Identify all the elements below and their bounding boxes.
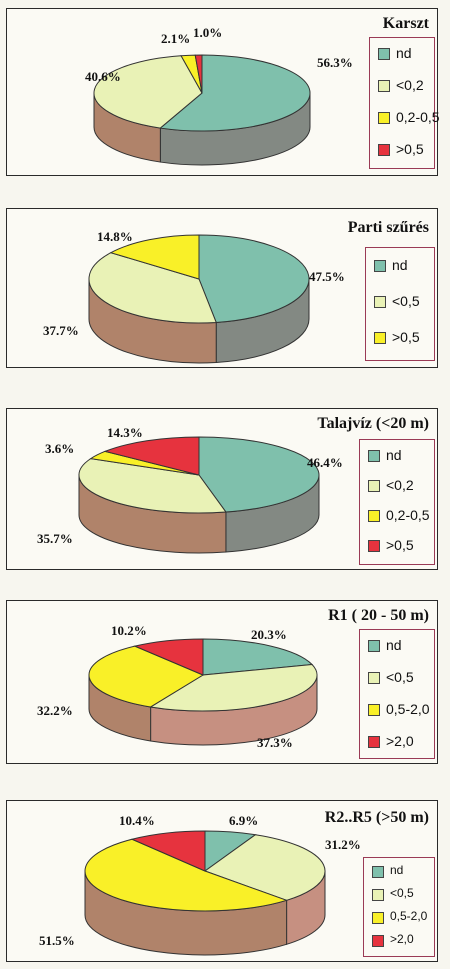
legend-label: 0,2-0,5 [386,507,430,523]
pie-data-label: 47.5% [309,269,345,284]
legend-label: <0,2 [386,477,414,493]
pie-slice-2 [84,838,289,912]
pie-data-label: 56.3% [317,55,353,70]
pie-slice-1 [93,55,203,129]
legend-swatch-low [368,480,380,492]
pie-slice-0 [159,54,311,132]
chart-legend: nd <0,5 0,5-2,0 >2,0 [363,857,435,957]
legend-label: nd [390,863,404,877]
legend-label: nd [392,257,408,273]
chart-title: Karszt [382,15,429,32]
legend-swatch-mid [372,912,384,924]
pie-data-label: 35.7% [37,531,73,546]
pie-data-label: 14.8% [97,229,133,244]
legend-label: nd [396,45,412,61]
pie-chart-karszt: 56.3% 40.6% 2.1% 1.0% [85,25,353,166]
legend-label: <0,5 [390,886,414,900]
pie-data-label: 46.4% [307,455,343,470]
pie-data-label: 37.7% [43,323,79,338]
legend-swatch-high [372,935,384,947]
pie-slice-3 [194,54,203,94]
pie-chart-r2-r5: 6.9% 31.2% 51.5% 10.4% [39,813,361,956]
legend-swatch-nd [378,48,390,60]
legend-label: >0,5 [386,537,414,553]
chart-panel-parti-szures: 47.5% 37.7% 14.8% Parti szűrés nd <0,5 >0,… [6,208,438,368]
legend-label: nd [386,637,402,653]
pie-data-label: 32.2% [37,703,73,718]
pie-data-label: 2.1% [161,31,190,46]
legend-label: >2,0 [390,932,414,946]
pie-data-label: 10.2% [111,623,147,638]
pie-data-label: 31.2% [325,837,361,852]
pie-chart-talajviz: 46.4% 35.7% 3.6% 14.3% [37,425,343,554]
chart-panel-r1: 20.3% 37.3% 32.2% 10.2% R1 ( 20 - 50 m) nd … [6,600,438,764]
pie-chart-r1: 20.3% 37.3% 32.2% 10.2% [37,623,318,750]
legend-label: 0,2-0,5 [396,109,440,125]
pie-data-label: 37.3% [257,735,293,750]
legend-swatch-nd [368,450,380,462]
pie-slice-3 [133,638,204,676]
pie-data-label: 14.3% [107,425,143,440]
pie-data-label: 51.5% [39,933,75,948]
pie-slice-1 [149,664,318,712]
pie-slice-3 [103,436,200,476]
chart-legend: nd <0,5 >0,5 [365,247,435,361]
legend-label: 0,5-2,0 [390,909,428,923]
pie-slice-0 [202,638,314,676]
legend-swatch-low [368,672,380,684]
pie-data-label: 3.6% [45,441,74,456]
chart-legend: nd <0,5 0,5-2,0 >2,0 [359,629,435,759]
pie-slice-0 [198,436,320,513]
pie-slice-2 [109,234,200,280]
legend-swatch-mid [368,510,380,522]
legend-swatch-low [374,296,386,308]
legend-label: >2,0 [386,733,414,749]
pie-data-label: 40.6% [85,69,121,84]
legend-swatch-nd [374,260,386,272]
pie-slice-0 [198,234,310,323]
legend-swatch-nd [368,640,380,652]
chart-legend: nd <0,2 0,2-0,5 >0,5 [369,37,440,169]
legend-label: 0,5-2,0 [386,701,430,717]
legend-swatch-low [378,80,390,92]
pie-slice-1 [78,458,227,514]
pie-data-label: 10.4% [119,813,155,828]
chart-legend: nd <0,2 0,2-0,5 >0,5 [359,439,435,565]
legend-label: >0,5 [396,141,424,157]
chart-title: R2..R5 (>50 m) [324,809,429,826]
pie-slice-3 [130,830,206,872]
legend-swatch-high [368,540,380,552]
pie-chart-parti-szures: 47.5% 37.7% 14.8% [43,229,345,364]
chart-panel-talajviz: 46.4% 35.7% 3.6% 14.3% Talajvíz (<20 m) nd … [6,408,438,570]
chart-title: Talajvíz (<20 m) [317,415,429,432]
legend-swatch-mid [378,112,390,124]
legend-swatch-mid [368,704,380,716]
legend-label: <0,5 [392,293,420,309]
chart-panel-r2-r5: 6.9% 31.2% 51.5% 10.4% R2..R5 (>50 m) nd <0… [6,800,438,962]
pie-data-label: 6.9% [229,813,258,828]
legend-label: >0,5 [392,329,420,345]
pie-slice-2 [88,645,205,708]
chart-title: Parti szűrés [347,219,429,236]
chart-title: R1 ( 20 - 50 m) [328,607,429,624]
chart-panel-karszt: 56.3% 40.6% 2.1% 1.0% Karszt nd <0,2 0,2-0,… [6,8,440,176]
pie-slice-1 [88,252,217,324]
pie-data-label: 20.3% [251,627,287,642]
legend-swatch-nd [372,866,384,878]
legend-swatch-high [374,332,386,344]
legend-label: <0,2 [396,77,424,93]
legend-swatch-low [372,889,384,901]
pie-data-label: 1.0% [193,25,222,40]
legend-label: <0,5 [386,669,414,685]
pie-slice-1 [203,834,326,901]
legend-swatch-high [378,144,390,156]
legend-label: nd [386,447,402,463]
legend-swatch-high [368,736,380,748]
